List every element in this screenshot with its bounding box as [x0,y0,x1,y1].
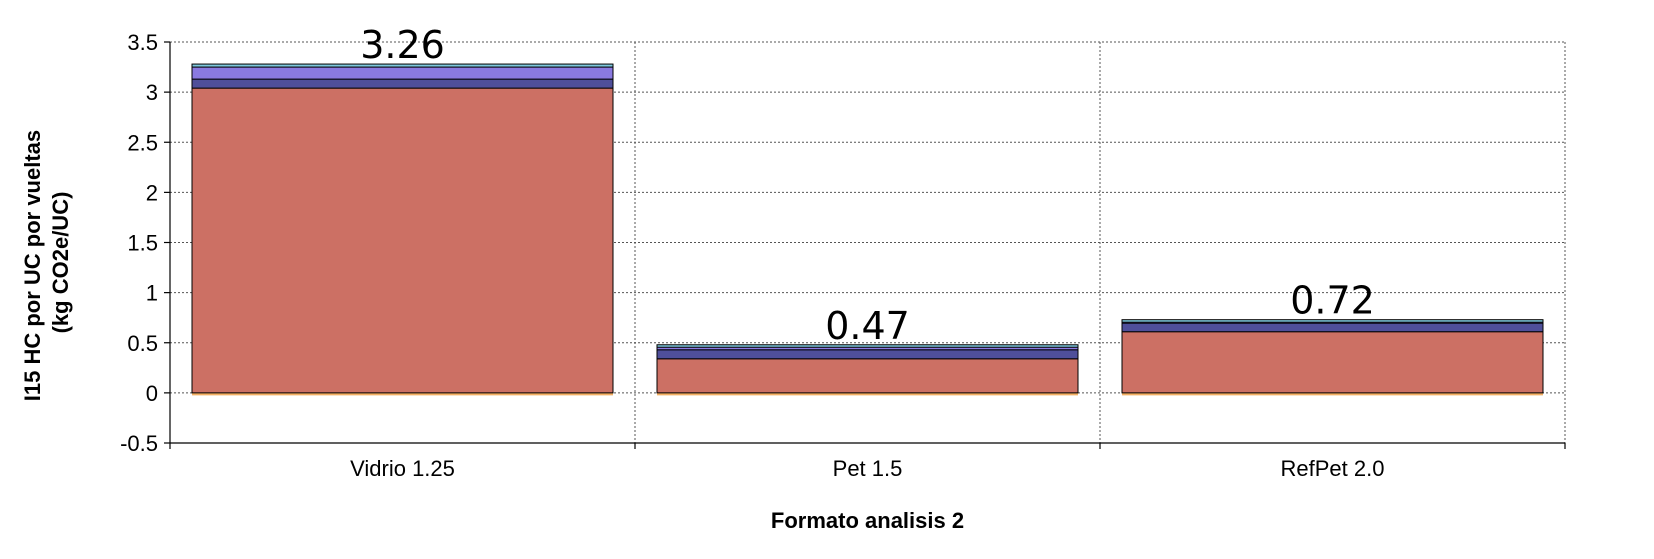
y-tick-label: 0 [146,381,158,406]
bar-segment [656,349,1079,360]
x-tick-labels: Vidrio 1.25 Pet 1.5 RefPet 2.0 [350,456,1384,481]
y-tick-label: 3 [146,80,158,105]
bar-total-label: 3.26 [360,23,445,67]
bars [191,63,1544,396]
y-tick-label: 2.5 [127,130,158,155]
total-labels: 3.26 0.47 0.72 [360,23,1375,348]
y-tick-label: 3.5 [127,30,158,55]
bar-segment [191,63,614,68]
x-tick-label: RefPet 2.0 [1281,456,1385,481]
y-tick-label: -0.5 [120,431,158,456]
bar-segment [656,358,1079,394]
y-tick-label: 2 [146,180,158,205]
y-tick-label: 1.5 [127,231,158,256]
x-tick-label: Pet 1.5 [833,456,903,481]
bar-segment [657,392,1078,396]
bar-segment [191,78,614,89]
y-tick-label: 0.5 [127,331,158,356]
y-axis-title-line-1: I15 HC por UC por vueltas [20,130,45,401]
bar-segment [656,344,1079,348]
bar-segment [192,392,613,396]
bar-segment [191,87,614,394]
x-axis-title: Formato analisis 2 [771,508,964,533]
bar-total-label: 0.47 [825,304,910,348]
bar-segment [1121,322,1544,333]
bar-segment [191,66,614,80]
y-tick-label: 1 [146,281,158,306]
axes [164,41,1566,449]
bar-segment [1121,331,1544,394]
bar-total-label: 0.72 [1290,279,1375,323]
y-axis-title: I15 HC por UC por vueltas (kg CO2e/UC) [20,124,73,402]
bar-segment [1121,319,1544,323]
x-tick-label: Vidrio 1.25 [350,456,455,481]
y-axis-title-line-2: (kg CO2e/UC) [48,192,73,334]
bar-segment [1122,392,1543,396]
y-tick-labels: 3.5 3 2.5 2 1.5 1 0.5 0 -0.5 [120,30,158,456]
